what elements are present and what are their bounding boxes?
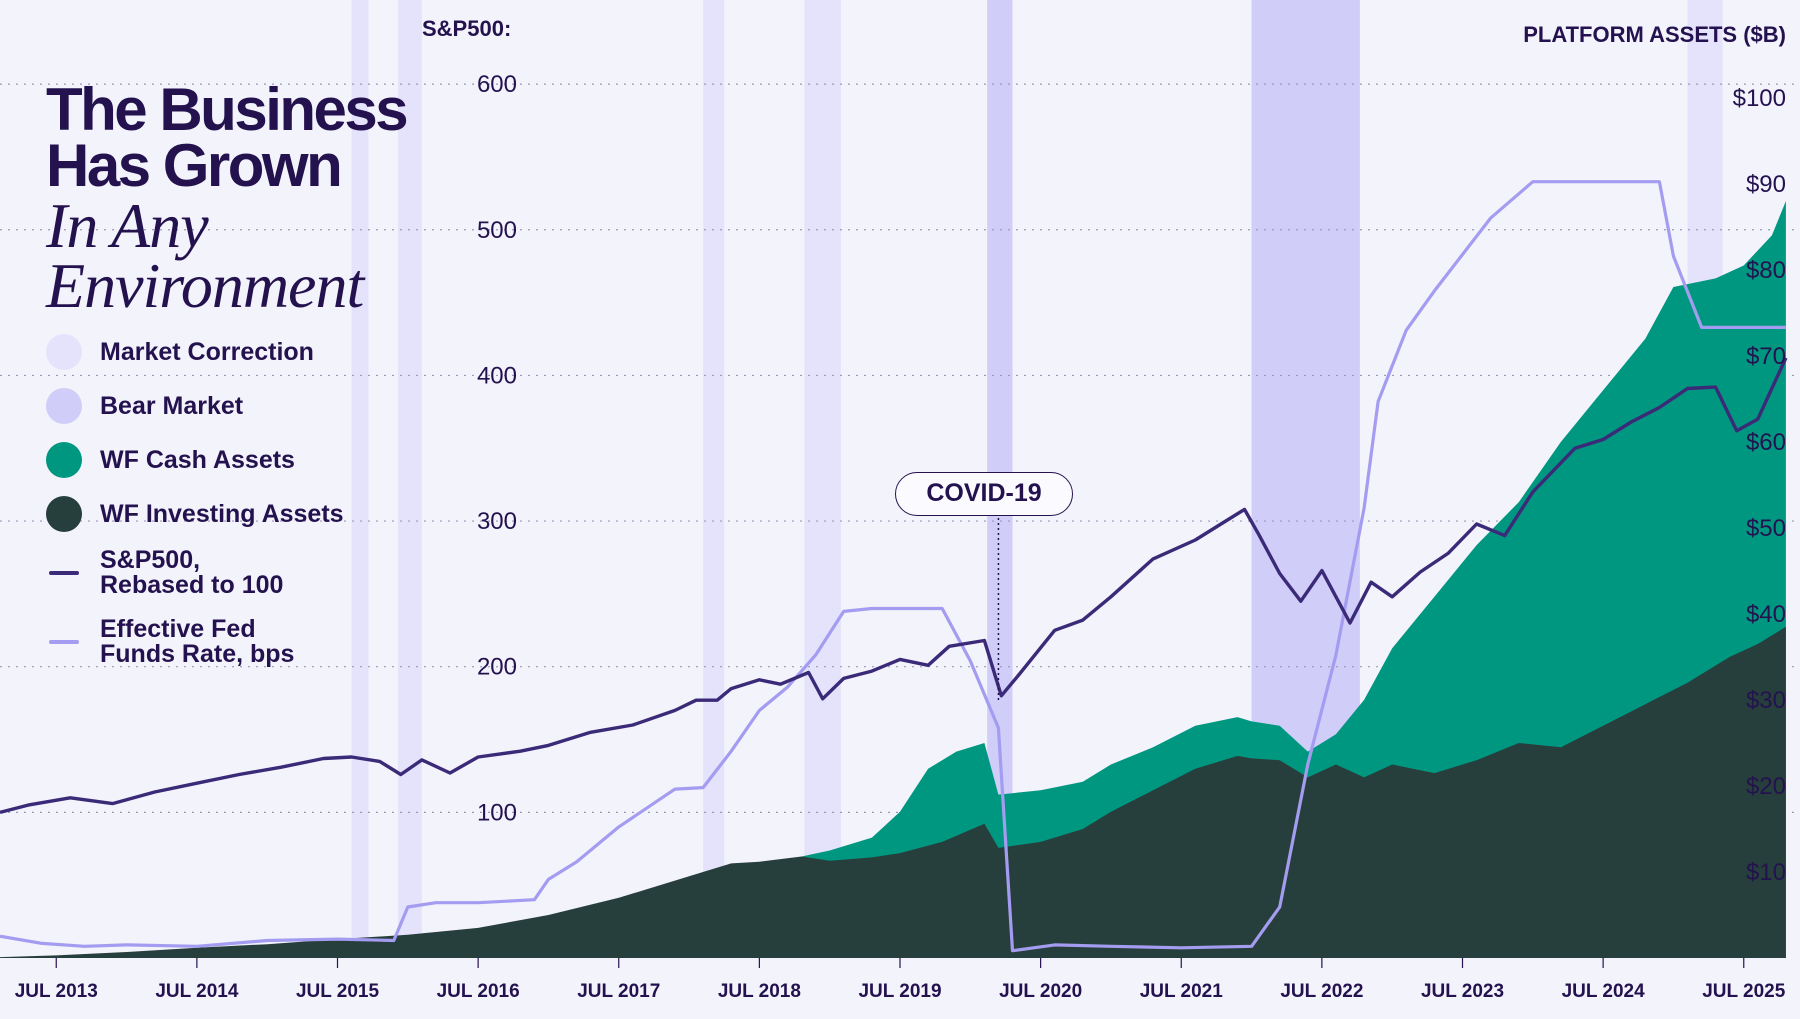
chart-title: The Business Has Grown (46, 76, 466, 199)
left-axis-tick-label: 200 (477, 654, 517, 681)
x-axis-tick-label: JUL 2025 (1702, 981, 1786, 1002)
right-axis-tick-label: $90 (1746, 171, 1786, 198)
right-axis-tick-label: $30 (1746, 687, 1786, 714)
legend-label: S&P500, Rebased to 100 (100, 548, 283, 598)
market-correction-swatch (46, 334, 82, 370)
x-axis-tick-label: JUL 2020 (999, 981, 1082, 1002)
x-axis-tick-label: JUL 2018 (718, 981, 801, 1002)
market-correction-band (397, 0, 422, 958)
left-axis-label: S&P500: (422, 16, 512, 41)
legend-label: Market Correction (100, 337, 314, 366)
right-axis-tick-label: $70 (1746, 343, 1786, 370)
legend-label: Effective Fed Funds Rate, bps (100, 617, 294, 667)
axis-ticks: 100 200 300 400 500 600 $10 $20 $30 $40 $50 $60 $70 $… (15, 71, 1786, 1002)
title-italic-line-2: Environment (46, 250, 364, 321)
x-axis-tick-label: JUL 2015 (296, 981, 380, 1002)
right-axis-tick-label: $50 (1746, 515, 1786, 542)
fed-funds-line-swatch (49, 640, 79, 644)
x-axis-tick-label: JUL 2022 (1280, 981, 1363, 1002)
market-correction-band (703, 0, 725, 958)
legend-label-line: Rebased to 100 (100, 571, 284, 599)
x-axis-tick-label: JUL 2017 (577, 981, 660, 1002)
right-axis-tick-label: $10 (1746, 859, 1786, 886)
title-line-2: Has Grown (46, 132, 343, 199)
left-axis-tick-label: 300 (477, 508, 517, 535)
x-axis-tick-label: JUL 2023 (1421, 981, 1504, 1002)
left-axis-tick-label: 600 (477, 71, 517, 98)
legend-label-line: Effective Fed (100, 615, 256, 643)
chart-subtitle: In Any Environment (46, 190, 466, 321)
wf-investing-assets-area (0, 626, 1786, 958)
series-lines (0, 180, 1788, 953)
fed-funds-rate-line (0, 180, 1786, 953)
legend-label-line: Funds Rate, bps (100, 640, 295, 668)
sp500-line (0, 357, 1788, 815)
right-axis-tick-label: $20 (1746, 773, 1786, 800)
x-axis-tick-label: JUL 2013 (15, 981, 98, 1002)
legend-label: Bear Market (100, 391, 244, 420)
x-axis-tick-label: JUL 2014 (155, 981, 239, 1002)
wf-cash-assets-swatch (46, 442, 82, 478)
legend-item-wf-investing-assets: WF Investing Assets (46, 496, 386, 532)
right-axis-tick-label: $60 (1746, 429, 1786, 456)
legend-item-bear-market: Bear Market (46, 388, 386, 424)
sp500-line-swatch (49, 571, 79, 575)
asset-areas (0, 201, 1786, 958)
legend-label-line: S&P500, (100, 546, 201, 574)
market-correction-band (351, 0, 369, 958)
legend-item-sp500: S&P500, Rebased to 100 (46, 548, 386, 598)
legend-item-market-correction: Market Correction (46, 334, 386, 370)
legend-label: WF Investing Assets (100, 499, 344, 528)
wf-investing-assets-swatch (46, 496, 82, 532)
left-axis-tick-label: 500 (477, 217, 517, 244)
right-axis-label: PLATFORM ASSETS ($B) (1523, 22, 1786, 47)
right-axis-tick-label: $100 (1733, 85, 1786, 112)
bear-market-swatch (46, 388, 82, 424)
left-axis-tick-label: 100 (477, 799, 517, 826)
legend-item-fed-funds: Effective Fed Funds Rate, bps (46, 617, 386, 667)
right-axis-tick-label: $40 (1746, 601, 1786, 628)
market-correction-band (804, 0, 841, 958)
x-axis-tick-label: JUL 2021 (1140, 981, 1224, 1002)
covid-annotation: COVID-19 (895, 472, 1073, 516)
title-line-1: The Business (46, 76, 409, 143)
x-axis-tick-label: JUL 2024 (1562, 981, 1646, 1002)
x-axis-tick-label: JUL 2019 (858, 981, 941, 1002)
right-axis-tick-label: $80 (1746, 257, 1786, 284)
x-axis-tick-label: JUL 2016 (437, 981, 520, 1002)
legend-item-wf-cash-assets: WF Cash Assets (46, 442, 386, 478)
legend-label: WF Cash Assets (100, 445, 295, 474)
left-axis-tick-label: 400 (477, 362, 517, 389)
title-italic-line-1: In Any (46, 190, 209, 261)
